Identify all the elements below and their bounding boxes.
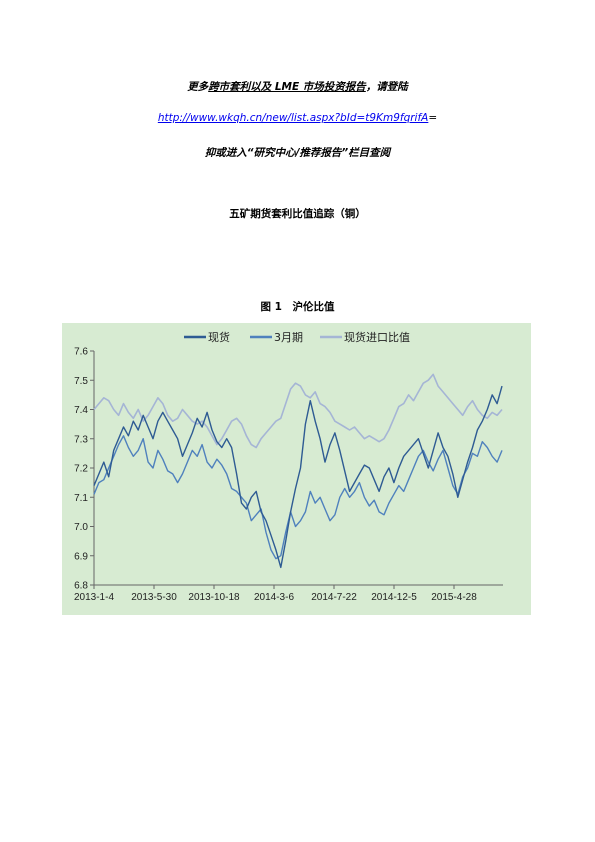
promo-suffix: ，请登陆 [365,81,408,93]
x-tick-label: 2014-12-5 [371,592,417,603]
subline: 抑或进入“研究中心/推荐报告”栏目查阅 [204,147,391,159]
y-tick-label: 7.1 [74,493,88,504]
report-url-link[interactable]: http://www.wkqh.cn/new/list.aspx?bId=t9K… [157,112,429,124]
x-tick-label: 2013-1-4 [74,592,114,603]
y-tick-label: 7.5 [74,376,88,387]
series-line-three-month [93,435,503,560]
x-tick-label: 2014-7-22 [311,592,357,603]
series-line-spot [93,385,503,569]
y-tick-label: 6.8 [74,581,88,592]
url-line: http://www.wkqh.cn/new/list.aspx?bId=t9K… [0,112,595,124]
x-tick-label: 2013-5-30 [131,592,177,603]
y-tick-label: 6.9 [74,551,88,562]
legend-label: 现货进口比值 [344,330,410,344]
x-tick-label: 2014-3-6 [254,592,294,603]
y-tick-label: 7.4 [74,405,88,416]
legend-label: 3月期 [274,331,303,344]
legend-label: 现货 [208,330,230,344]
line-chart: 6.8 6.9 7.0 7.1 7.2 7.3 7.4 7.5 7.6 2013-1-4 2013-… [62,323,531,615]
chart-svg: 6.8 6.9 7.0 7.1 7.2 7.3 7.4 7.5 7.6 2013-1-4 2013-… [62,323,531,615]
y-tick-label: 7.2 [74,464,88,475]
promo-prefix: 更多 [187,81,209,93]
y-tick-label: 7.6 [74,347,88,358]
y-tick-label: 7.0 [74,522,88,533]
x-tick-label: 2013-10-18 [188,592,240,603]
plot-background [62,323,531,615]
figure-caption: 图 1 沪伦比值 [260,301,335,313]
y-tick-label: 7.3 [74,434,88,445]
promo-line: 更多跨市套利以及 LME 市场投资报告，请登陆 [0,79,595,94]
promo-reports-link-text: 跨市套利以及 LME 市场投资报告 [208,81,366,93]
document-title: 五矿期货套利比值追踪（铜） [229,208,366,220]
url-tail: = [428,112,438,124]
x-tick-label: 2015-4-28 [431,592,477,603]
series-line-import-ratio [93,373,503,449]
